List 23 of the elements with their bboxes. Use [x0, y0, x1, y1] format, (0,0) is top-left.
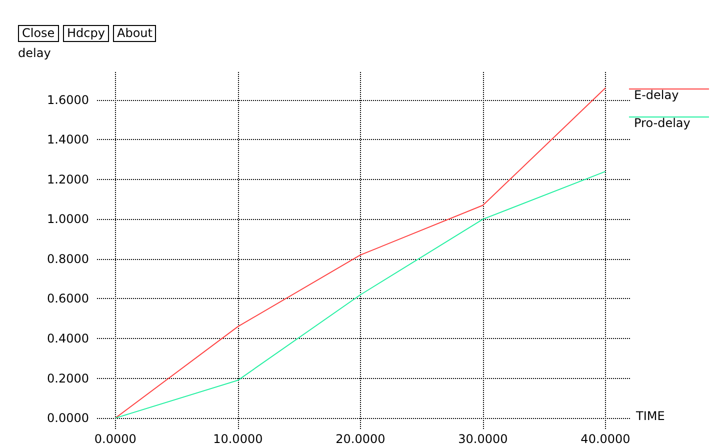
x-tick-label: 0.0000 — [94, 432, 136, 445]
y-axis-title: delay — [18, 46, 51, 60]
x-tick-label: 30.0000 — [458, 432, 508, 445]
y-tick-label: 0.2000 — [47, 371, 89, 386]
x-tick-label: 40.0000 — [580, 432, 630, 445]
x-tick-label: 10.0000 — [213, 432, 263, 445]
button: Close — [18, 25, 59, 42]
line-series — [114, 170, 606, 419]
y-tick-label: 1.0000 — [47, 212, 89, 226]
y-tick-label: 1.2000 — [47, 172, 89, 186]
y-tick-label: 0.0000 — [47, 411, 89, 426]
y-tick-label: 0.4000 — [47, 332, 89, 346]
x-axis-title: TIME — [635, 409, 665, 424]
button: Hdcpy — [63, 25, 109, 42]
line-series — [114, 87, 606, 419]
y-tick-label: 0.8000 — [47, 252, 89, 266]
y-tick-label: 1.4000 — [47, 132, 89, 147]
button: About — [113, 25, 156, 42]
text: E-delay — [634, 88, 679, 102]
x-tick-label: 20.0000 — [336, 432, 386, 445]
y-tick-label: 0.6000 — [47, 292, 89, 306]
y-tick-label: 1.6000 — [47, 92, 89, 107]
text: Pro-delay — [634, 116, 690, 130]
